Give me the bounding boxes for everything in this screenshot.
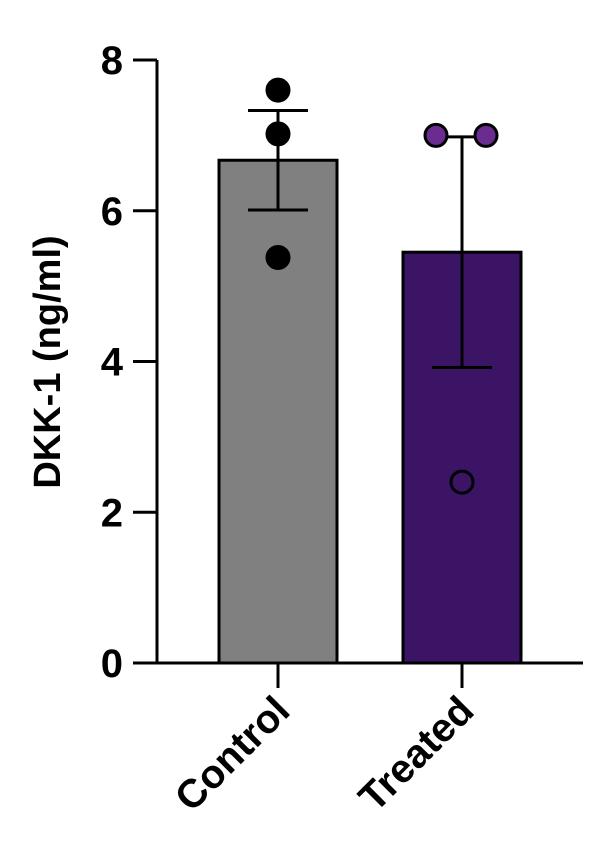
x-tick-label-control: Control bbox=[167, 688, 299, 820]
data-point-treated-3 bbox=[449, 469, 475, 495]
y-tick-label-6: 6 bbox=[101, 190, 123, 234]
x-tick-label-treated: Treated bbox=[351, 688, 483, 820]
y-axis-title: DKK-1 (ng/ml) bbox=[27, 235, 69, 488]
data-point-control-1 bbox=[265, 77, 291, 103]
y-tick-label-0: 0 bbox=[101, 642, 123, 686]
data-point-control-3 bbox=[265, 244, 291, 270]
y-tick-label-2: 2 bbox=[101, 491, 123, 535]
bar-control bbox=[217, 158, 339, 665]
data-point-control-2 bbox=[265, 121, 291, 147]
y-tick-label-4: 4 bbox=[101, 341, 124, 385]
plot-area: 0 2 4 6 8 Control Treated bbox=[101, 39, 583, 820]
y-tick-label-8: 8 bbox=[101, 39, 123, 83]
data-point-treated-2 bbox=[473, 122, 499, 148]
data-point-treated-1 bbox=[423, 122, 449, 148]
